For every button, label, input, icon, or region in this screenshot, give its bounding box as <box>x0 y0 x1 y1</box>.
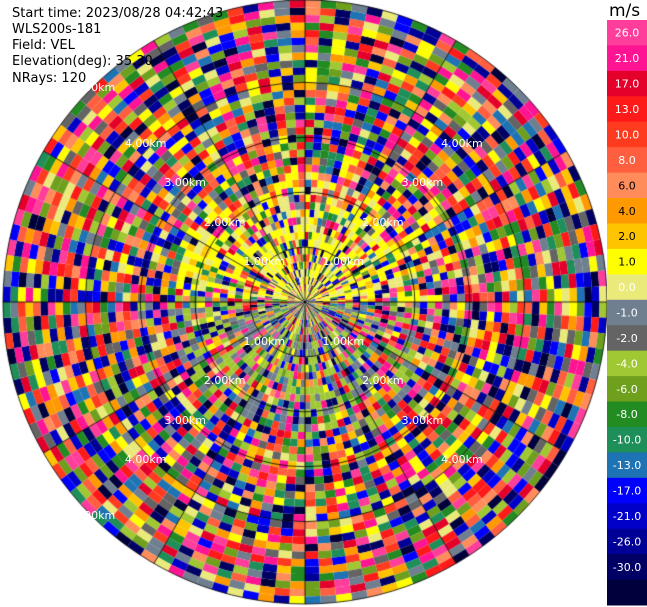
colorbar-tick-label: 13.0 <box>615 103 640 116</box>
colorbar-tick-label: 4.0 <box>618 205 636 218</box>
ring-label: 1.00km <box>322 255 365 269</box>
colorbar-segment <box>607 426 647 453</box>
colorbar-tick-label: -4.0 <box>616 357 637 370</box>
ring-label: 1.00km <box>243 255 286 269</box>
ring-label: 1.00km <box>322 334 365 348</box>
colorbar-segment <box>607 579 647 606</box>
ring-label: 4.00km <box>441 453 483 467</box>
ring-label: 1.00km <box>243 334 286 348</box>
colorbar-tick-label: 6.0 <box>618 179 636 192</box>
colorbar-segment <box>607 325 647 352</box>
ring-label: 4.00km <box>124 453 167 467</box>
colorbar-segment <box>607 121 647 148</box>
colorbar-segment <box>607 452 647 479</box>
colorbar-tick-label: 1.0 <box>618 256 636 269</box>
colorbar-segment <box>607 70 647 97</box>
colorbar-tick-label: -21.0 <box>613 510 641 523</box>
colorbar-tick-label: 8.0 <box>618 154 636 167</box>
ring-label: 2.00km <box>362 374 404 388</box>
colorbar-tick-label: -1.0 <box>616 307 637 320</box>
ring-label: 3.00km <box>401 413 444 427</box>
ring-label: 2.00km <box>203 215 246 229</box>
colorbar-segment <box>607 172 647 199</box>
colorbar-segment <box>607 45 647 72</box>
ring-label: 3.00km <box>164 176 206 190</box>
ring-label: 3.00km <box>164 413 206 427</box>
nrays-label: NRays: 120 <box>12 71 87 86</box>
colorbar-tick-label: -10.0 <box>613 434 641 447</box>
colorbar-segment <box>607 477 647 504</box>
ring-label: 4.00km <box>441 136 483 150</box>
ring-label-outer: 5.00km <box>73 80 116 94</box>
colorbar-segment <box>607 503 647 530</box>
colorbar-segment <box>607 147 647 174</box>
field-label: Field: VEL <box>12 38 75 53</box>
instrument-label: WLS200s-181 <box>12 22 102 37</box>
colorbar-unit-label: m/s <box>609 1 641 21</box>
colorbar-segment <box>607 96 647 123</box>
ring-label: 3.00km <box>401 176 444 190</box>
colorbar-segment <box>607 223 647 250</box>
colorbar-tick-label: 0.0 <box>618 281 636 294</box>
colorbar-segment <box>607 376 647 403</box>
colorbar-segment <box>607 299 647 326</box>
colorbar-tick-label: -8.0 <box>616 408 637 421</box>
colorbar-tick-label: 26.0 <box>615 27 640 40</box>
colorbar-segment <box>607 401 647 428</box>
colorbar-segment <box>607 554 647 581</box>
colorbar-tick-label: 2.0 <box>618 230 636 243</box>
colorbar-tick-label: 10.0 <box>615 128 640 141</box>
colorbar-tick-label: -2.0 <box>616 332 637 345</box>
colorbar-tick-label: -6.0 <box>616 383 637 396</box>
colorbar-tick-label: -30.0 <box>613 561 641 574</box>
colorbar-segment <box>607 350 647 377</box>
colorbar-segment <box>607 198 647 224</box>
elevation-label: Elevation(deg): 35.30 <box>12 54 153 69</box>
colorbar-segment <box>607 248 647 275</box>
start-time-label: Start time: 2023/08/28 04:42:43 <box>12 6 224 21</box>
colorbar-tick-label: 21.0 <box>615 52 640 65</box>
colorbar-segment <box>607 528 647 555</box>
colorbar-tick-label: -26.0 <box>613 535 641 548</box>
colorbar-tick-label: 17.0 <box>615 78 640 91</box>
colorbar-tick-label: -17.0 <box>613 485 641 498</box>
ring-label-outer: 5.00km <box>73 509 116 523</box>
ring-label: 4.00km <box>124 136 167 150</box>
ring-label: 2.00km <box>362 215 404 229</box>
colorbar-segment <box>607 20 647 46</box>
colorbar-segment <box>607 274 647 301</box>
ring-label: 2.00km <box>203 374 246 388</box>
colorbar-tick-label: -13.0 <box>613 459 641 472</box>
